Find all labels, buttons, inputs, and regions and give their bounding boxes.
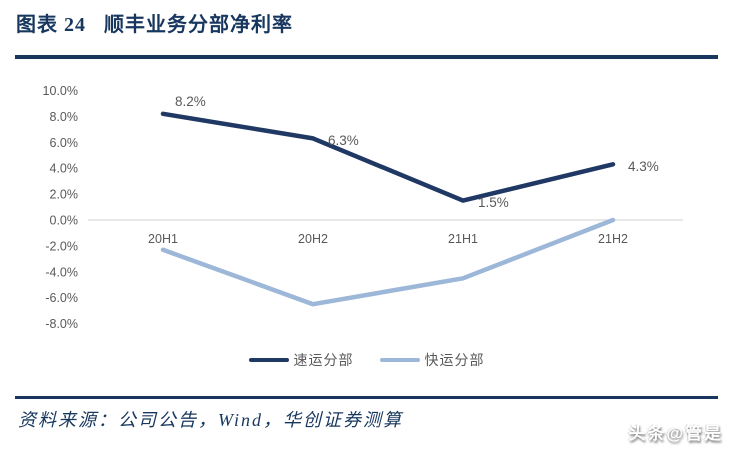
point-label: 4.3% bbox=[628, 159, 659, 174]
legend-line-swatch-light bbox=[379, 358, 420, 362]
x-tick-label: 21H2 bbox=[598, 232, 628, 246]
point-label: 8.2% bbox=[175, 94, 206, 109]
y-tick-label: 6.0% bbox=[50, 136, 79, 150]
y-tick-label: 2.0% bbox=[50, 188, 79, 202]
y-tick-label: -2.0% bbox=[45, 239, 78, 253]
source-text: 资料来源：公司公告，Wind，华创证券测算 bbox=[18, 410, 404, 430]
chart-legend: 速运分部 快运分部 bbox=[0, 350, 733, 370]
x-tick-label: 20H2 bbox=[298, 232, 328, 246]
bottom-divider bbox=[15, 396, 718, 399]
legend-item-freight: 快运分部 bbox=[379, 350, 485, 370]
legend-label-freight: 快运分部 bbox=[424, 352, 485, 368]
series-line-1 bbox=[160, 217, 616, 307]
y-tick-label: 4.0% bbox=[50, 162, 79, 176]
net-margin-line-chart: 10.0% 8.0% 6.0% 4.0% 2.0% 0.0% -2.0% -4.0% -6.0%… bbox=[0, 75, 733, 345]
x-tick-label: 20H1 bbox=[148, 232, 178, 246]
y-tick-label: 8.0% bbox=[50, 110, 79, 124]
watermark-text: 头条@管是 bbox=[628, 424, 723, 443]
chart-canvas: 10.0% 8.0% 6.0% 4.0% 2.0% 0.0% -2.0% -4.0% -6.0%… bbox=[43, 84, 683, 331]
legend-line-swatch-dark bbox=[248, 358, 289, 362]
point-label: 6.3% bbox=[328, 133, 359, 148]
x-tick-label: 21H1 bbox=[448, 232, 478, 246]
figure-label: 图表 24 bbox=[16, 14, 86, 36]
page-title: 图表 24 顺丰业务分部净利率 bbox=[16, 8, 293, 37]
y-tick-label: -6.0% bbox=[45, 291, 78, 305]
figure-title: 顺丰业务分部净利率 bbox=[104, 14, 293, 36]
legend-label-express: 速运分部 bbox=[293, 352, 354, 368]
series-line-0 bbox=[160, 111, 616, 203]
title-divider bbox=[15, 55, 718, 59]
y-tick-label: -4.0% bbox=[45, 265, 78, 279]
y-tick-label: -8.0% bbox=[45, 317, 78, 331]
y-tick-label: 10.0% bbox=[43, 84, 78, 98]
point-label: 1.5% bbox=[478, 195, 509, 210]
y-tick-label: 0.0% bbox=[50, 214, 79, 228]
legend-item-express: 速运分部 bbox=[248, 350, 354, 370]
